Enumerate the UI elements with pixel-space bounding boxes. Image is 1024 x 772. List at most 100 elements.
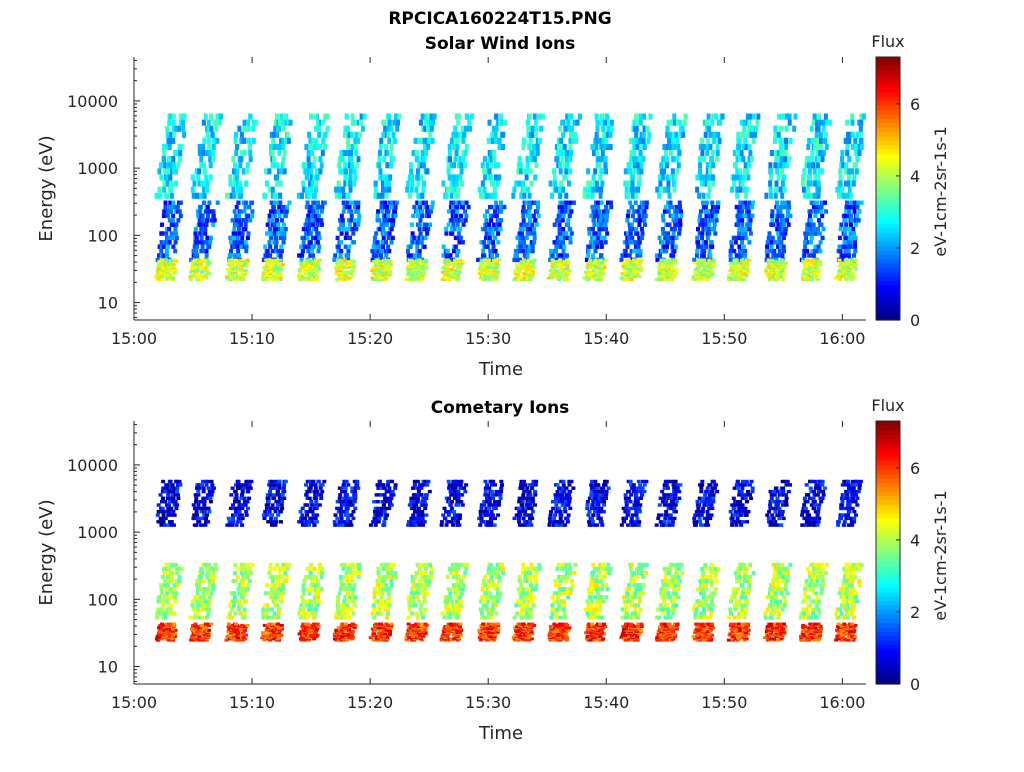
heatmap-cell [717,201,721,205]
heatmap-cell [232,168,236,174]
heatmap-cell [240,624,244,627]
heatmap-cell [493,187,497,193]
heatmap-cell [279,114,283,120]
heatmap-cell [267,240,271,244]
heatmap-cell [315,168,319,174]
heatmap-cell [835,187,839,193]
heatmap-cell [160,623,164,626]
heatmap-cell [663,209,667,213]
heatmap-cell [750,156,754,162]
heatmap-cell [784,126,788,132]
heatmap-cell [207,144,211,150]
heatmap-cell [779,240,783,244]
heatmap-cell [528,218,532,222]
heatmap-cell [281,162,285,168]
heatmap-cell [702,253,706,257]
heatmap-cell [390,205,394,209]
heatmap-cell [229,493,233,496]
heatmap-cell [591,187,595,193]
heatmap-cell [596,126,600,132]
heatmap-cell [794,114,798,120]
colorbar-segment [876,162,900,167]
heatmap-cell [532,227,536,231]
heatmap-cell [802,187,806,193]
heatmap-cell [702,259,706,262]
heatmap-cell [844,259,848,262]
heatmap-cell [678,150,682,156]
heatmap-cell [583,193,587,199]
heatmap-cell [272,214,276,218]
colorbar-segment [876,267,900,272]
heatmap-cell [390,144,394,150]
heatmap-cell [657,193,661,199]
heatmap-cell [195,612,199,616]
heatmap-cell [586,193,590,199]
heatmap-cell [201,214,205,218]
heatmap-cell [626,214,630,218]
heatmap-cell [454,156,458,162]
heatmap-cell [853,240,857,244]
heatmap-cell [410,187,414,193]
heatmap-cell [227,517,231,520]
heatmap-cell [495,205,499,209]
heatmap-cell [753,132,757,138]
heatmap-cell [455,181,459,187]
heatmap-cell [700,236,704,240]
heatmap-cell [343,259,347,262]
heatmap-cell [628,240,632,244]
heatmap-cell [729,253,733,257]
heatmap-cell [696,227,700,231]
heatmap-cell [858,150,862,156]
heatmap-cell [355,162,359,168]
heatmap-cell [246,162,250,168]
heatmap-cell [247,497,251,500]
heatmap-cell [164,205,168,209]
colorbar-segment [876,311,900,316]
heatmap-cell [695,174,699,180]
heatmap-cell [415,245,419,249]
heatmap-cell [165,249,169,253]
heatmap-cell [711,162,715,168]
heatmap-cell [528,205,532,209]
heatmap-cell [205,513,209,516]
heatmap-cell [200,571,204,575]
colorbar-segment [876,61,900,66]
heatmap-cell [554,249,558,253]
heatmap-cell [749,218,753,222]
heatmap-cell [162,156,166,162]
heatmap-cell [230,523,234,526]
heatmap-cell [819,240,823,244]
heatmap-cell [569,150,573,156]
heatmap-cell [449,253,453,257]
heatmap-cell [263,245,267,249]
heatmap-cell [333,253,337,257]
heatmap-cell [268,253,272,257]
heatmap-cell [642,138,646,144]
heatmap-cell [182,132,186,138]
heatmap-cell [740,223,744,227]
heatmap-cell [776,205,780,209]
heatmap-cell [246,624,250,627]
heatmap-cell [672,181,676,187]
heatmap-cell [298,272,302,275]
heatmap-cell [457,227,461,231]
heatmap-cell [167,567,171,571]
colorbar-segment [876,149,900,154]
heatmap-cell [818,249,822,253]
heatmap-cell [318,236,322,240]
heatmap-cell [162,187,166,193]
heatmap-cell [536,205,540,209]
heatmap-cell [350,132,354,138]
heatmap-cell [203,193,207,199]
heatmap-cell [824,209,828,213]
heatmap-cell [306,214,310,218]
heatmap-cell [817,218,821,222]
heatmap-cell [235,497,239,500]
heatmap-cell [232,591,236,595]
heatmap-cell [819,138,823,144]
heatmap-cell [234,513,238,516]
heatmap-cell [196,490,200,493]
heatmap-cell [568,156,572,162]
heatmap-cell [391,218,395,222]
heatmap-cell [494,201,498,205]
